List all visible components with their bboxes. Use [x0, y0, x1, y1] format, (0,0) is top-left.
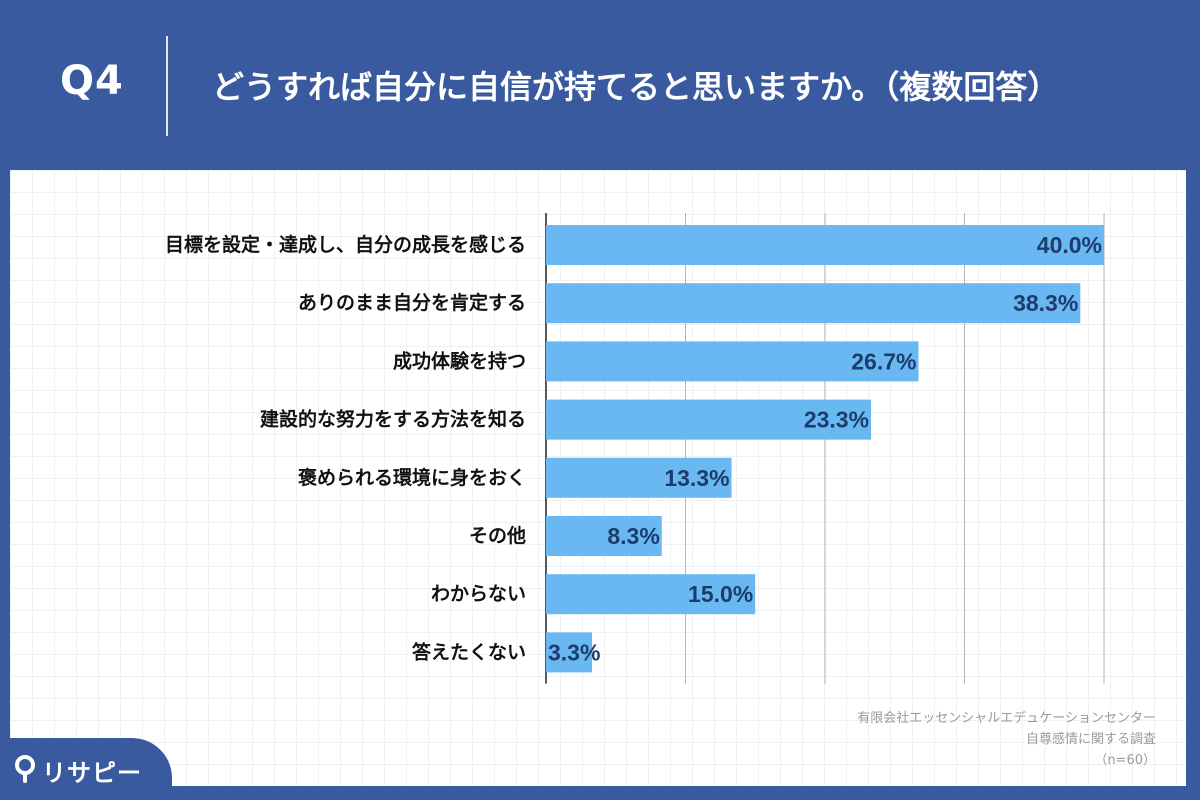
- bar: [546, 341, 919, 382]
- category-label: わからない: [431, 583, 526, 605]
- source-survey: 自尊感情に関する調査: [1025, 732, 1156, 747]
- data-label: 3.3%: [548, 639, 600, 665]
- bar: [546, 516, 662, 556]
- category-label: ありのまま自分を肯定する: [298, 291, 526, 314]
- header: Q4 どうすれば自分に自信が持てると思いますか。（複数回答）: [0, 0, 1200, 170]
- logo-text: リサピー: [42, 758, 142, 787]
- source-sample-size: （n=60）: [1094, 753, 1156, 768]
- data-label: 26.7%: [851, 348, 916, 374]
- category-label: 建設的な努力をする方法を知る: [260, 408, 526, 431]
- logo-badge: リサピー: [0, 738, 172, 800]
- question-number: Q4: [60, 58, 124, 104]
- source-organization: 有限会社エッセンシャルエデュケーションセンター: [857, 711, 1156, 726]
- bar: [546, 632, 593, 673]
- bar: [546, 399, 872, 440]
- data-label: 13.3%: [664, 465, 729, 491]
- pin-icon: [15, 755, 35, 783]
- source-note: 有限会社エッセンシャルエデュケーションセンター 自尊感情に関する調査 （n=60…: [736, 708, 1156, 771]
- category-label: 成功体験を持つ: [393, 349, 526, 372]
- data-label: 38.3%: [1013, 290, 1078, 316]
- data-label: 8.3%: [607, 523, 659, 549]
- data-label: 40.0%: [1037, 232, 1102, 258]
- bar: [546, 283, 1081, 324]
- data-label: 15.0%: [688, 581, 753, 607]
- category-label: その他: [469, 524, 526, 547]
- bar-chart: 目標を設定・達成し、自分の成長を感じる 40.0% ありのまま自分を肯定する 38.3…: [165, 213, 1105, 684]
- header-divider: [166, 36, 168, 136]
- bar: [546, 574, 756, 615]
- category-label: 褒められる環境に身をおく: [297, 466, 526, 489]
- chart-panel: 目標を設定・達成し、自分の成長を感じる 40.0% ありのまま自分を肯定する 38.3…: [10, 170, 1186, 786]
- logo: リサピー: [14, 752, 142, 788]
- question-title: どうすれば自分に自信が持てると思いますか。（複数回答）: [212, 68, 1060, 106]
- bar: [546, 457, 732, 498]
- data-label: 23.3%: [804, 407, 869, 433]
- category-label: 目標を設定・達成し、自分の成長を感じる: [165, 233, 526, 256]
- category-label: 答えたくない: [412, 640, 526, 663]
- bar: [546, 225, 1104, 265]
